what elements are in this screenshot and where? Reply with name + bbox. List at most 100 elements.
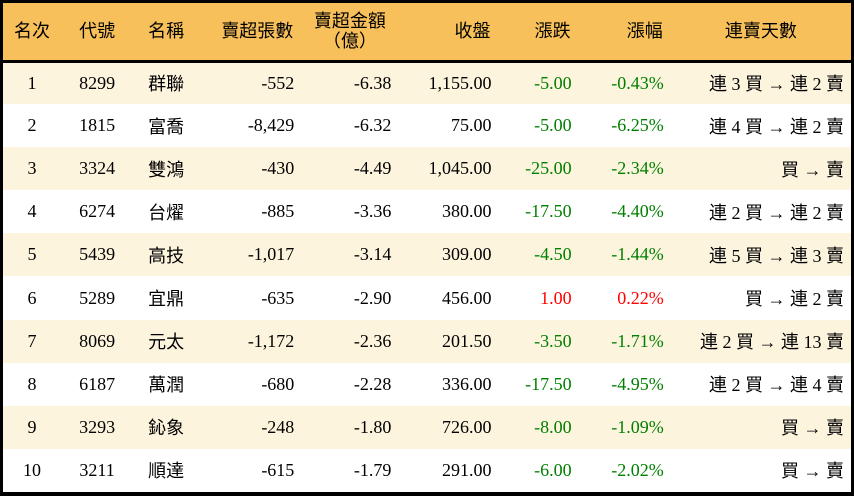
volume-cell: -615 [261,459,295,480]
change-cell: -17.50 [525,201,572,222]
table-row: 2 1815 富喬 -8,429 -6.32 75.00 -5.00 -6.25% 連 4 買 … [3,104,851,148]
name-cell: 群聯 [148,74,185,95]
close-cell: 75.00 [451,115,492,136]
pct-cell: -2.02% [611,459,664,480]
streak-cell: 買 → 賣 [781,418,844,439]
close-cell: 309.00 [442,244,492,265]
code-cell: 1815 [79,115,116,136]
table-row: 8 6187 萬潤 -680 -2.28 336.00 -17.50 -4.95% 連 2 買 … [3,362,851,406]
pct-cell: -0.43% [611,72,664,93]
change-cell: 1.00 [540,287,572,308]
code-cell: 6274 [79,201,116,222]
code-cell: 8299 [79,72,116,93]
header-code: 代號 [61,3,134,63]
table-header: 名次 代號 名稱 賣超張數 賣超金額 （億） 收盤 漲跌 漲幅 連賣天數 [3,3,851,63]
rank-cell: 9 [27,416,37,437]
header-pct: 漲幅 [578,3,671,63]
streak-cell: 連 2 買 → 連 2 賣 [709,202,844,223]
stock-sell-ranking-table: 名次 代號 名稱 賣超張數 賣超金額 （億） 收盤 漲跌 漲幅 連賣天數 1 82… [3,3,851,492]
amount-cell: -2.36 [353,330,392,351]
close-cell: 456.00 [442,287,492,308]
table-row: 10 3211 順達 -615 -1.79 291.00 -6.00 -2.02% 買 → 賣 [3,448,851,492]
code-cell: 3211 [79,459,115,480]
code-cell: 6187 [79,373,116,394]
pct-cell: 0.22% [617,287,664,308]
rank-cell: 6 [27,287,37,308]
header-amount: 賣超金額 （億） [301,3,399,63]
name-cell: 富喬 [148,116,185,137]
change-cell: -5.00 [534,115,572,136]
header-row: 名次 代號 名稱 賣超張數 賣超金額 （億） 收盤 漲跌 漲幅 連賣天數 [3,3,851,63]
table-row: 4 6274 台燿 -885 -3.36 380.00 -17.50 -4.40% 連 2 買 … [3,190,851,234]
rank-cell: 4 [27,201,37,222]
pct-cell: -2.34% [611,158,664,179]
table-row: 6 5289 宜鼎 -635 -2.90 456.00 1.00 0.22% 買 → 連 2 賣 [3,276,851,320]
table-row: 9 3293 鈊象 -248 -1.80 726.00 -8.00 -1.09% 買 → 賣 [3,405,851,449]
volume-cell: -248 [261,416,295,437]
change-cell: -5.00 [534,72,572,93]
volume-cell: -885 [261,201,295,222]
amount-cell: -6.38 [353,72,392,93]
amount-cell: -6.32 [353,115,392,136]
code-cell: 3293 [79,416,116,437]
streak-cell: 連 4 買 → 連 2 賣 [709,116,844,137]
table-body: 1 8299 群聯 -552 -6.38 1,155.00 -5.00 -0.43% 連 3 買… [3,61,851,492]
rank-cell: 1 [27,72,37,93]
header-close: 收盤 [398,3,499,63]
volume-cell: -680 [261,373,295,394]
change-cell: -25.00 [525,158,572,179]
change-cell: -17.50 [525,373,572,394]
header-streak: 連賣天數 [670,3,851,63]
pct-cell: -1.71% [611,330,664,351]
rank-cell: 8 [27,373,37,394]
close-cell: 1,155.00 [428,72,492,93]
name-cell: 萬潤 [148,375,185,396]
amount-cell: -1.79 [353,459,392,480]
amount-cell: -2.28 [353,373,392,394]
table-row: 7 8069 元太 -1,172 -2.36 201.50 -3.50 -1.71% 連 2 買… [3,319,851,363]
table-row: 1 8299 群聯 -552 -6.38 1,155.00 -5.00 -0.43% 連 3 買… [3,61,851,105]
name-cell: 鈊象 [148,418,185,439]
change-cell: -4.50 [534,244,572,265]
close-cell: 380.00 [442,201,492,222]
amount-cell: -3.36 [353,201,392,222]
pct-cell: -4.95% [611,373,664,394]
change-cell: -8.00 [534,416,572,437]
volume-cell: -1,017 [247,244,295,265]
streak-cell: 買 → 賣 [781,159,844,180]
volume-cell: -430 [261,158,295,179]
name-cell: 台燿 [148,202,185,223]
code-cell: 3324 [79,158,116,179]
pct-cell: -4.40% [611,201,664,222]
name-cell: 雙鴻 [148,159,185,180]
streak-cell: 連 5 買 → 連 3 賣 [709,245,844,266]
code-cell: 8069 [79,330,116,351]
close-cell: 336.00 [442,373,492,394]
header-name: 名稱 [133,3,200,63]
streak-cell: 買 → 賣 [781,461,844,482]
code-cell: 5289 [79,287,116,308]
volume-cell: -1,172 [247,330,295,351]
close-cell: 201.50 [442,330,492,351]
streak-cell: 連 2 買 → 連 13 賣 [700,332,844,353]
amount-cell: -2.90 [353,287,392,308]
name-cell: 順達 [148,461,185,482]
code-cell: 5439 [79,244,116,265]
table-row: 3 3324 雙鴻 -430 -4.49 1,045.00 -25.00 -2.34% 買 → … [3,147,851,191]
header-rank: 名次 [3,3,62,63]
rank-cell: 2 [27,115,37,136]
amount-cell: -4.49 [353,158,392,179]
header-volume: 賣超張數 [199,3,302,63]
name-cell: 高技 [148,245,185,266]
rank-cell: 5 [27,244,37,265]
volume-cell: -8,429 [247,115,295,136]
name-cell: 元太 [148,332,185,353]
amount-cell: -1.80 [353,416,392,437]
pct-cell: -6.25% [611,115,664,136]
table-row: 5 5439 高技 -1,017 -3.14 309.00 -4.50 -1.44% 連 5 買… [3,233,851,277]
header-change: 漲跌 [498,3,579,63]
pct-cell: -1.09% [611,416,664,437]
volume-cell: -552 [261,72,295,93]
close-cell: 291.00 [442,459,492,480]
